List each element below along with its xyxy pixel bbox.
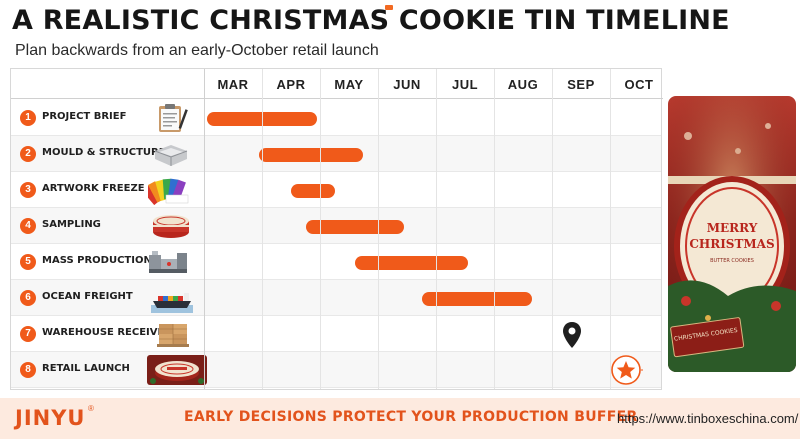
task-row: 8 RETAIL LAUNCH — [11, 352, 661, 388]
registered-mark: ® — [88, 404, 94, 413]
month-label: APR — [276, 77, 306, 92]
step-number: 1 — [20, 110, 36, 126]
step-number: 3 — [20, 182, 36, 198]
task-row: 7 WAREHOUSE RECEIVING — [11, 316, 661, 352]
month-label: JUL — [451, 77, 479, 92]
month-label: JUN — [393, 77, 421, 92]
grid-line — [494, 69, 495, 389]
task-label: MOULD & STRUCTURE — [42, 147, 166, 158]
production-line-icon — [147, 247, 189, 277]
task-label: OCEAN FREIGHT — [42, 291, 133, 302]
star-icon — [610, 354, 645, 386]
grid-line — [320, 69, 321, 389]
step-number: 8 — [20, 362, 36, 378]
footer-bar: JINYU ® EARLY DECISIONS PROTECT YOUR PRO… — [0, 398, 800, 439]
grid-line — [262, 69, 263, 389]
task-label: WAREHOUSE RECEIVING — [42, 327, 178, 338]
month-label: AUG — [507, 77, 539, 92]
cargo-ship-icon — [151, 283, 193, 313]
christmas-tin-photo: MERRY CHRISTMAS BUTTER COOKIES CHRISTMAS… — [668, 96, 796, 372]
month-label: MAR — [217, 77, 249, 92]
month-label: MAY — [334, 77, 364, 92]
sample-tin-icon — [150, 211, 192, 241]
timeline-bar — [291, 184, 335, 198]
task-row: 5 MASS PRODUCTION — [11, 244, 661, 280]
step-number: 4 — [20, 218, 36, 234]
task-row: 4 SAMPLING — [11, 208, 661, 244]
tin-mould-icon — [149, 139, 191, 169]
website-link[interactable]: https://www.tinboxeschina.com/ — [617, 411, 799, 426]
grid-line — [204, 69, 205, 389]
task-row: 3 ARTWORK FREEZE — [11, 172, 661, 208]
christmas-tin-icon — [147, 355, 207, 385]
timeline-bar — [305, 220, 405, 234]
page-subtitle: Plan backwards from an early-October ret… — [15, 42, 379, 59]
grid-line — [610, 69, 611, 389]
grid-line — [436, 69, 437, 389]
tin-text-christmas: CHRISTMAS — [689, 237, 774, 251]
step-number: 6 — [20, 290, 36, 306]
timeline-bar — [354, 256, 468, 270]
tin-text-merry: MERRY — [707, 221, 758, 235]
pallet-boxes-icon — [153, 319, 195, 349]
title-accent-dot — [385, 5, 393, 10]
month-label: SEP — [567, 77, 595, 92]
timeline-bar — [259, 148, 364, 162]
step-number: 5 — [20, 254, 36, 270]
clipboard-icon — [151, 103, 193, 133]
tin-text-butter-cookies: BUTTER COOKIES — [710, 258, 754, 264]
brand-logo: JINYU — [15, 406, 86, 430]
task-label: ARTWORK FREEZE — [42, 183, 145, 194]
location-pin-icon — [562, 321, 582, 349]
pantone-swatch-icon — [141, 175, 190, 206]
timeline-bar — [421, 292, 532, 306]
task-row: 6 OCEAN FREIGHT — [11, 280, 661, 316]
month-header: MAR APR MAY JUN JUL AUG SEP OCT — [11, 69, 663, 99]
grid-line — [552, 69, 553, 389]
task-label: PROJECT BRIEF — [42, 111, 127, 122]
timeline-bar — [206, 112, 318, 126]
task-label: RETAIL LAUNCH — [42, 363, 130, 374]
task-label: SAMPLING — [42, 219, 101, 230]
step-number: 7 — [20, 326, 36, 342]
task-label: MASS PRODUCTION — [42, 255, 152, 266]
task-row: 1 PROJECT BRIEF — [11, 100, 661, 136]
footer-tagline: EARLY DECISIONS PROTECT YOUR PRODUCTION … — [184, 409, 638, 425]
step-number: 2 — [20, 146, 36, 162]
grid-line — [378, 69, 379, 389]
task-row: 2 MOULD & STRUCTURE — [11, 136, 661, 172]
gantt-chart: MAR APR MAY JUN JUL AUG SEP OCT 1 PROJEC… — [10, 68, 663, 390]
page-title: A REALISTIC CHRISTMAS COOKIE TIN TIMELIN… — [12, 5, 730, 36]
month-label: OCT — [624, 77, 654, 92]
